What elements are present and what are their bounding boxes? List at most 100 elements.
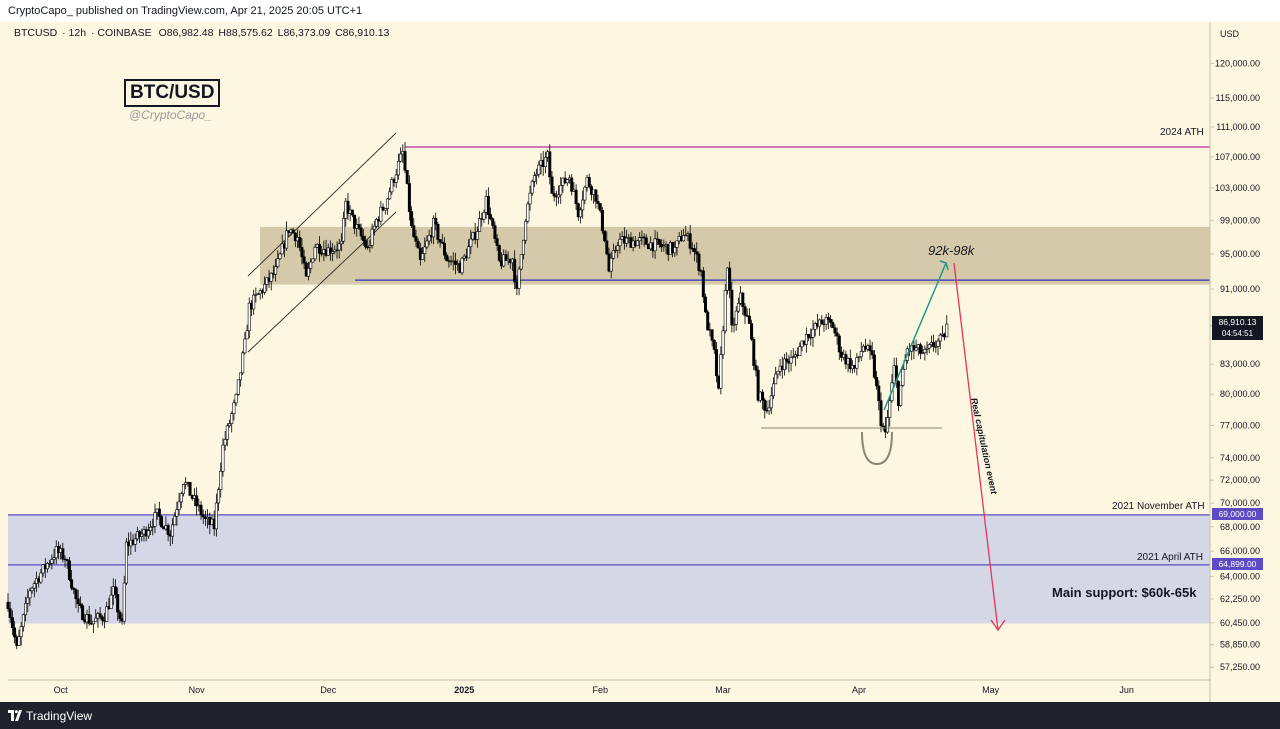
candle-body	[39, 572, 43, 583]
candle-body	[436, 223, 440, 240]
drawings-layer	[761, 260, 1006, 632]
candle	[548, 144, 552, 185]
candle-body	[92, 620, 96, 625]
candle	[719, 346, 723, 395]
candle-body	[587, 177, 591, 187]
footer-bar: TradingView	[0, 702, 1280, 729]
channel-upper-line	[247, 132, 397, 277]
candle	[390, 176, 394, 195]
price-tick-label: 120,000.00	[1215, 58, 1260, 68]
candle	[826, 312, 830, 330]
candle	[879, 392, 883, 433]
ohlc-close: C86,910.13	[335, 27, 390, 39]
time-axis[interactable]: Oct Nov Dec 2025 Feb Mar Apr May Jun	[54, 685, 1134, 695]
price-axis[interactable]: 120,000.00 115,000.00 111,000.00 107,000.00…	[1210, 58, 1260, 672]
candle	[798, 342, 802, 356]
candle-body	[70, 579, 74, 589]
candle-body	[831, 322, 835, 329]
price-tick-label: 95,000.00	[1220, 249, 1260, 259]
candle	[611, 243, 615, 260]
candle-body	[644, 237, 648, 245]
candle-body	[234, 394, 238, 404]
candle-body	[901, 368, 905, 386]
candle-body	[184, 482, 188, 485]
candle-body	[693, 248, 697, 252]
candle-body	[17, 636, 21, 646]
candle	[140, 528, 144, 542]
candle	[870, 342, 874, 360]
candle-body	[166, 525, 170, 535]
candle-body	[655, 238, 659, 240]
price-chart[interactable]: 120,000.00 115,000.00 111,000.00 107,000.00…	[0, 22, 1280, 702]
candle-body	[870, 350, 874, 356]
candle	[925, 341, 929, 356]
candle	[217, 487, 221, 511]
candle	[732, 317, 736, 333]
candle	[535, 168, 539, 185]
candle-body	[776, 370, 780, 375]
candle	[526, 201, 530, 224]
time-tick-label: Nov	[189, 685, 206, 695]
candle	[364, 235, 368, 250]
candle-body	[175, 509, 179, 517]
candle	[704, 293, 708, 314]
candle-body	[160, 516, 164, 528]
ohlc-open: O86,982.48	[158, 27, 214, 39]
candle	[901, 364, 905, 387]
candle-body	[21, 614, 25, 627]
candle-body	[820, 319, 824, 325]
candle-body	[712, 340, 716, 350]
candle-body	[48, 563, 52, 565]
candle	[875, 370, 879, 390]
candle	[750, 319, 754, 342]
candle	[440, 233, 444, 245]
candle	[855, 353, 859, 376]
candle	[394, 168, 398, 189]
candle	[530, 179, 534, 196]
candle-body	[236, 379, 240, 395]
candle-body	[403, 151, 407, 171]
candle	[221, 438, 225, 477]
candle	[65, 558, 69, 569]
candle	[350, 209, 354, 218]
candle	[682, 229, 686, 242]
candle-body	[124, 541, 128, 584]
candle	[614, 245, 618, 254]
candle-body	[306, 268, 310, 277]
candle	[385, 197, 389, 215]
candle-body	[807, 334, 811, 338]
candle-body	[388, 191, 392, 200]
candle-body	[394, 174, 398, 183]
candle-body	[171, 524, 175, 537]
candle	[824, 313, 828, 330]
candle	[230, 411, 234, 433]
candle-body	[188, 481, 192, 496]
candle	[425, 235, 429, 250]
candle-body	[13, 627, 17, 638]
candle	[72, 586, 76, 595]
candle-body	[478, 218, 482, 232]
candle-body	[899, 385, 903, 406]
candle	[469, 230, 473, 255]
candle-body	[570, 177, 574, 192]
candle-body	[513, 258, 517, 283]
candle-body	[311, 258, 315, 263]
candle-body	[614, 249, 618, 252]
tradingview-logo-icon[interactable]	[8, 710, 22, 721]
candle-body	[482, 212, 486, 220]
ohlc-high: H88,575.62	[218, 27, 273, 39]
candle-body	[743, 306, 747, 316]
candle-body	[383, 208, 387, 211]
candle	[489, 207, 493, 221]
candle-body	[706, 311, 710, 331]
candle-body	[74, 589, 78, 600]
candle-body	[756, 369, 760, 401]
candle	[467, 239, 471, 259]
candle	[673, 241, 677, 257]
candle	[888, 397, 892, 427]
level-label-2021-nov-ath: 2021 November ATH	[1112, 501, 1205, 512]
price-tick-label: 99,000.00	[1220, 215, 1260, 225]
candle-body	[747, 315, 751, 324]
candle-body	[888, 400, 892, 418]
candle	[374, 217, 378, 229]
